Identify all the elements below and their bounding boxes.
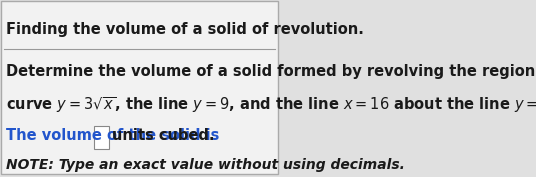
FancyBboxPatch shape xyxy=(94,125,109,149)
Text: The volume of the solid is: The volume of the solid is xyxy=(6,128,225,143)
FancyBboxPatch shape xyxy=(2,1,278,174)
Text: Finding the volume of a solid of revolution.: Finding the volume of a solid of revolut… xyxy=(6,22,364,37)
Text: NOTE: Type an exact value without using decimals.: NOTE: Type an exact value without using … xyxy=(6,158,405,172)
Text: Determine the volume of a solid formed by revolving the region bounded by the: Determine the volume of a solid formed b… xyxy=(6,64,536,79)
Text: curve $y = 3\sqrt{x}$, the line $y = 9$, and the line $x = 16$ about the line $y: curve $y = 3\sqrt{x}$, the line $y = 9$,… xyxy=(6,95,536,115)
Text: units cubed.: units cubed. xyxy=(112,128,214,143)
